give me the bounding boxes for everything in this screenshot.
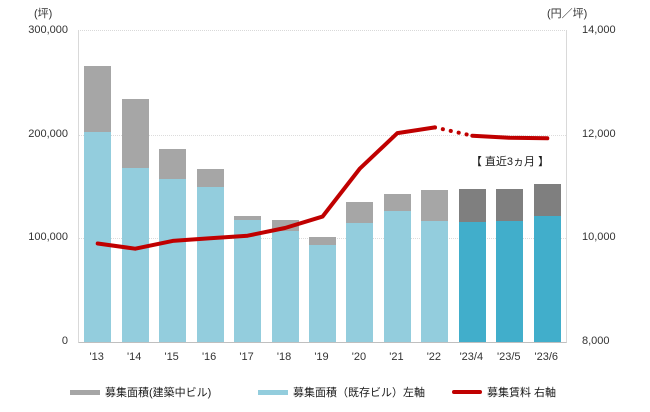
- recent-3-months-annotation: 【 直近3ヵ月 】: [470, 156, 550, 168]
- bar-18: [271, 219, 299, 342]
- bar-13: [84, 66, 112, 342]
- bar-segment-existing: [234, 219, 262, 342]
- x-axis-label: '18: [276, 351, 292, 363]
- legend-bar-swatch: [70, 389, 100, 395]
- left-axis-tick: 200,000: [28, 127, 68, 140]
- x-axis-label: '19: [314, 351, 329, 363]
- legend-label: 募集賃料 右軸: [487, 387, 557, 399]
- legend-item-rent: 募集賃料 右軸: [452, 386, 557, 399]
- bar-segment-under-construction: [196, 168, 224, 187]
- legend-bar-swatch: [258, 389, 288, 395]
- bar-segment-under-construction: [533, 184, 561, 216]
- bar-segment-under-construction: [271, 219, 299, 232]
- x-axis-label: '13: [89, 351, 104, 363]
- bar-segment-existing: [159, 179, 187, 342]
- bar-segment-existing: [309, 244, 336, 342]
- bar-segment-under-construction: [84, 66, 112, 132]
- legend-label: 募集面積（既存ビル）左軸: [293, 387, 425, 399]
- x-axis-label: '16: [201, 351, 217, 363]
- legend-line-swatch: [452, 390, 482, 394]
- x-axis-label: '21: [389, 351, 404, 363]
- bar-segment-under-construction: [458, 188, 486, 222]
- bar-segment-under-construction: [346, 202, 374, 223]
- legend-item-bar-existing: 募集面積（既存ビル）左軸: [258, 386, 425, 399]
- left-axis-unit: (坪): [34, 8, 53, 20]
- x-axis-label: '17: [239, 351, 254, 363]
- plot-area: [78, 30, 567, 343]
- right-axis-tick: 8,000: [582, 335, 610, 347]
- x-axis-label: '14: [127, 351, 142, 363]
- bar-23/6: [533, 184, 561, 342]
- bar-19: [309, 237, 336, 342]
- rent-line-solid-segment: [470, 133, 550, 141]
- bar-segment-under-construction: [121, 99, 149, 168]
- x-axis-label: '23/4: [459, 351, 484, 363]
- bar-segment-existing: [84, 131, 112, 342]
- bar-segment-under-construction: [496, 188, 524, 221]
- bar-segment-existing: [421, 220, 449, 342]
- legend-label: 募集面積(建築中ビル): [105, 387, 212, 399]
- bar-segment-under-construction: [421, 189, 449, 221]
- bar-21: [383, 193, 411, 342]
- x-axis-label: '23/6: [534, 351, 559, 363]
- bar-15: [159, 149, 187, 342]
- bar-14: [121, 99, 149, 342]
- bar-segment-existing: [383, 211, 411, 342]
- left-axis-tick: 300,000: [28, 24, 68, 36]
- bar-20: [346, 202, 374, 342]
- bar-23/5: [496, 188, 524, 342]
- bar-segment-under-construction: [159, 149, 187, 180]
- left-axis-tick: 0: [61, 335, 68, 347]
- bar-17: [234, 215, 262, 342]
- legend-item-bar-construction: 募集面積(建築中ビル): [70, 386, 212, 399]
- gridline: [79, 134, 566, 136]
- right-axis-tick: 12,000: [582, 127, 616, 140]
- bar-23/4: [458, 188, 486, 342]
- bar-segment-existing: [196, 186, 224, 342]
- x-axis-label: '15: [164, 351, 179, 363]
- right-axis-tick: 14,000: [582, 24, 616, 36]
- bar-segment-existing: [271, 231, 299, 342]
- bar-22: [421, 189, 449, 342]
- x-axis-label: '20: [351, 351, 367, 363]
- x-axis-label: '23/5: [497, 351, 521, 363]
- right-axis-tick: 10,000: [582, 231, 616, 244]
- bar-segment-existing: [496, 220, 524, 342]
- left-axis-tick: 100,000: [28, 231, 68, 244]
- bar-segment-existing: [458, 221, 486, 342]
- bar-segment-existing: [533, 215, 561, 342]
- x-axis-label: '22: [426, 351, 442, 363]
- bar-segment-under-construction: [309, 237, 336, 245]
- bar-segment-existing: [121, 167, 149, 342]
- bar-segment-existing: [346, 222, 374, 342]
- right-axis-unit: (円／坪): [547, 8, 588, 20]
- bar-16: [196, 168, 224, 342]
- bar-segment-under-construction: [383, 193, 411, 212]
